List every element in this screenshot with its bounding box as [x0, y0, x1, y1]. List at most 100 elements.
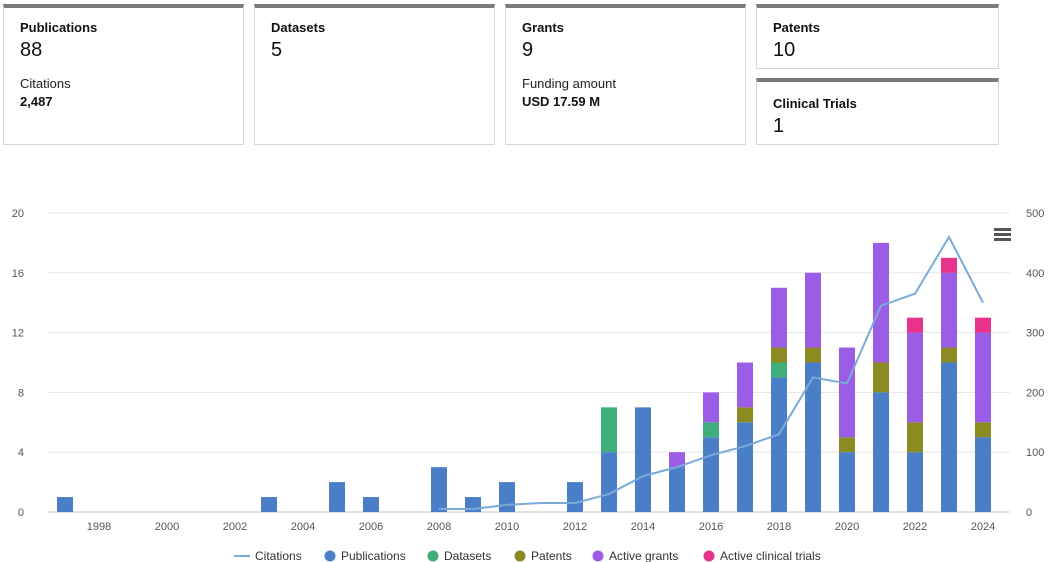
bar-segment-patents[interactable]: [873, 362, 889, 393]
clinical-trials-card: Clinical Trials 1: [756, 78, 999, 145]
bar-segment-active-grants[interactable]: [703, 392, 719, 423]
bar-segment-datasets[interactable]: [771, 362, 787, 378]
y-right-tick-label: 0: [1026, 507, 1032, 519]
publications-label: Publications: [20, 20, 98, 35]
bar-segment-publications[interactable]: [261, 497, 277, 512]
y-right-tick-label: 500: [1026, 208, 1044, 220]
x-tick-label: 2022: [903, 521, 927, 533]
legend-item[interactable]: Citations: [234, 549, 302, 562]
y-right-tick-label: 300: [1026, 328, 1044, 340]
legend-item[interactable]: Active clinical trials: [703, 549, 821, 562]
y-right-tick-label: 400: [1026, 268, 1044, 280]
legend-item[interactable]: Patents: [514, 549, 572, 562]
bar-segment-patents[interactable]: [805, 347, 821, 363]
bar-segment-active-grants[interactable]: [975, 332, 991, 423]
bar-segment-publications[interactable]: [635, 407, 651, 512]
legend-item[interactable]: Datasets: [427, 549, 492, 562]
bar-segment-publications[interactable]: [567, 482, 583, 512]
legend-label: Publications: [341, 549, 406, 562]
bar-segment-patents[interactable]: [771, 347, 787, 363]
bar-segment-active-grants[interactable]: [669, 452, 685, 468]
funding-amount-value: USD 17.59 M: [522, 94, 601, 109]
bar-segment-active-clinical-trials[interactable]: [975, 317, 991, 333]
legend-dot-marker: [324, 550, 336, 562]
y-left-tick-label: 16: [12, 268, 24, 280]
x-tick-label: 2024: [971, 521, 995, 533]
legend-label: Active clinical trials: [720, 549, 821, 562]
grants-count: 9: [522, 39, 534, 61]
grants-card: Grants 9 Funding amount USD 17.59 M: [505, 4, 746, 145]
bar-segment-patents[interactable]: [839, 437, 855, 453]
x-tick-label: 2004: [291, 521, 315, 533]
bar-segment-publications[interactable]: [873, 392, 889, 512]
bar-segment-patents[interactable]: [975, 422, 991, 438]
stacked-bars: [57, 242, 991, 513]
bar-segment-active-clinical-trials[interactable]: [941, 257, 957, 273]
bar-segment-publications[interactable]: [703, 437, 719, 512]
bar-segment-publications[interactable]: [737, 422, 753, 512]
y-left-tick-label: 4: [18, 447, 24, 459]
bar-segment-patents[interactable]: [941, 347, 957, 363]
patents-count: 10: [773, 39, 796, 61]
bar-segment-publications[interactable]: [329, 482, 345, 512]
x-tick-label: 2020: [835, 521, 859, 533]
bar-segment-publications[interactable]: [57, 497, 73, 512]
clinical-trials-count: 1: [773, 115, 785, 137]
chart-legend[interactable]: Citations Publications Datasets Patents Acti…: [234, 549, 821, 562]
y-left-tick-label: 0: [18, 507, 24, 519]
x-tick-label: 2002: [223, 521, 247, 533]
bar-segment-publications[interactable]: [975, 437, 991, 512]
bar-segment-patents[interactable]: [907, 422, 923, 453]
bar-segment-active-grants[interactable]: [805, 272, 821, 348]
datasets-label: Datasets: [271, 20, 326, 35]
citations-count: 2,487: [20, 94, 53, 109]
legend-dot-marker: [703, 550, 715, 562]
bar-segment-active-grants[interactable]: [873, 242, 889, 363]
bar-segment-publications[interactable]: [805, 362, 821, 513]
bar-segment-datasets[interactable]: [703, 422, 719, 438]
bar-segment-publications[interactable]: [771, 377, 787, 512]
legend-label: Patents: [531, 549, 572, 562]
bar-segment-active-grants[interactable]: [907, 332, 923, 423]
bar-segment-publications[interactable]: [907, 452, 923, 512]
citations-series-line[interactable]: [439, 234, 984, 511]
bar-segment-publications[interactable]: [499, 482, 515, 512]
x-tick-label: 2006: [359, 521, 383, 533]
bar-segment-datasets[interactable]: [601, 407, 617, 453]
legend-label: Active grants: [609, 549, 678, 562]
x-tick-label: 2008: [427, 521, 451, 533]
publications-card: Publications 88 Citations 2,487: [3, 4, 244, 145]
bar-segment-publications[interactable]: [941, 362, 957, 513]
x-tick-label: 2018: [767, 521, 791, 533]
legend-label: Citations: [255, 549, 302, 562]
legend-dot-marker: [427, 550, 439, 562]
citations-label: Citations: [20, 76, 71, 91]
y-right-tick-label: 200: [1026, 387, 1044, 399]
bar-segment-publications[interactable]: [839, 452, 855, 512]
y-left-tick-label: 12: [12, 328, 24, 340]
legend-item[interactable]: Active grants: [592, 549, 679, 562]
hamburger-menu-icon[interactable]: [994, 228, 1011, 241]
x-tick-label: 1998: [87, 521, 111, 533]
x-tick-label: 2014: [631, 521, 655, 533]
bar-segment-active-grants[interactable]: [941, 272, 957, 348]
publications-count: 88: [20, 39, 43, 61]
bar-segment-patents[interactable]: [737, 407, 753, 423]
x-tick-label: 2016: [699, 521, 723, 533]
bar-segment-publications[interactable]: [363, 497, 379, 512]
bar-segment-active-grants[interactable]: [839, 347, 855, 438]
bar-segment-active-grants[interactable]: [771, 287, 787, 348]
bar-segment-active-grants[interactable]: [737, 362, 753, 408]
bar-segment-publications[interactable]: [431, 467, 447, 512]
legend-item[interactable]: Publications: [324, 549, 406, 562]
bar-segment-active-clinical-trials[interactable]: [907, 317, 923, 333]
patents-label: Patents: [773, 20, 820, 35]
clinical-trials-label: Clinical Trials: [773, 96, 857, 111]
x-axis: 1998 2000 2002 2004 2006 2008 2010 2012 2014 2016…: [87, 521, 995, 533]
legend-dot-marker: [592, 550, 604, 562]
y-left-tick-label: 8: [18, 387, 24, 399]
bar-segment-publications[interactable]: [669, 467, 685, 512]
chart-gridlines: [48, 212, 1010, 513]
datasets-count: 5: [271, 39, 283, 61]
bar-segment-publications[interactable]: [601, 452, 617, 512]
